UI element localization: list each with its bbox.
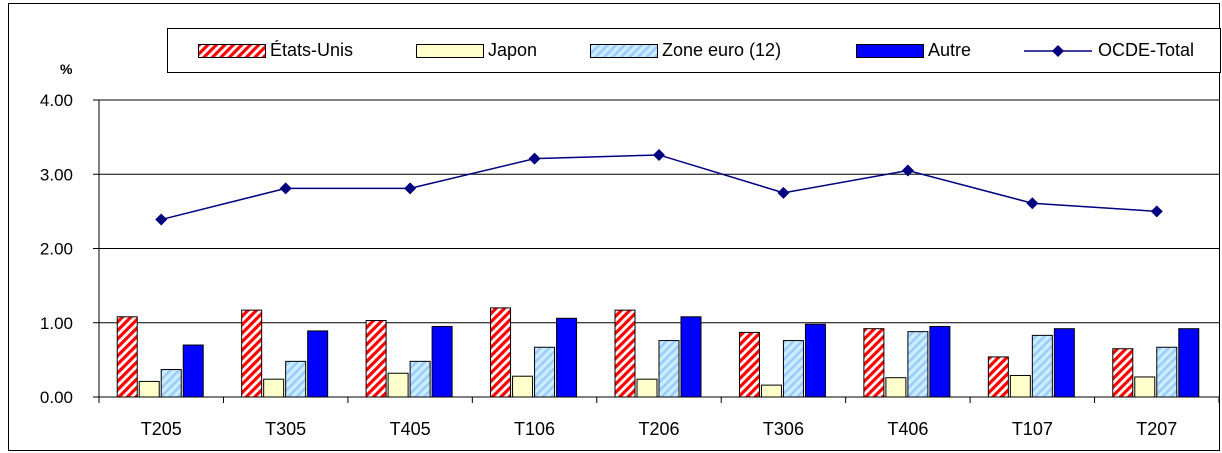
data-point-ocde-total <box>901 164 914 177</box>
legend-label: OCDE-Total <box>1098 40 1195 60</box>
y-tick-label: 4.00 <box>40 91 73 110</box>
bar-japon <box>760 384 782 398</box>
data-point-ocde-total <box>404 182 417 195</box>
legend-swatch-line <box>1024 44 1092 57</box>
bar-zone-euro-12- <box>1156 346 1178 398</box>
y-tick-label: 1.00 <box>40 314 73 333</box>
data-point-ocde-total <box>777 186 790 199</box>
bar-autre <box>929 325 951 398</box>
data-point-ocde-total <box>1150 205 1163 218</box>
legend-label: Autre <box>928 40 972 60</box>
legend-swatch <box>198 43 266 58</box>
legend-label: Japon <box>488 40 538 60</box>
bar-zone-euro-12- <box>782 340 804 398</box>
bar--tats-unis <box>1112 348 1134 398</box>
x-tick-label: T405 <box>390 419 431 439</box>
x-tick-label: T106 <box>514 419 555 439</box>
y-tick-label: 0.00 <box>40 388 73 407</box>
bar-zone-euro-12- <box>160 369 182 398</box>
bar-autre <box>1178 328 1200 398</box>
bar-autre <box>1053 328 1075 398</box>
legend-item: OCDE-Total <box>1022 29 1194 72</box>
x-tick-label: T207 <box>1136 419 1177 439</box>
bar--tats-unis <box>738 331 760 398</box>
legend-swatch <box>856 43 924 58</box>
x-tick-label: T305 <box>265 419 306 439</box>
data-point-ocde-total <box>528 152 541 165</box>
data-point-ocde-total <box>1026 197 1039 210</box>
bar-autre <box>307 330 329 398</box>
x-tick-label: T206 <box>638 419 679 439</box>
y-tick-label: 2.00 <box>40 240 73 259</box>
bar--tats-unis <box>614 309 636 398</box>
legend-label: Zone euro (12) <box>662 40 782 60</box>
legend: États-Unis Japon Zone euro (12) Autre OCDE-T… <box>167 28 1221 73</box>
x-tick-label: T205 <box>141 419 182 439</box>
legend-swatch <box>590 43 658 58</box>
bar-autre <box>556 317 578 398</box>
x-tick-label: T107 <box>1012 419 1053 439</box>
x-tick-label: T306 <box>763 419 804 439</box>
bar-zone-euro-12- <box>285 360 307 398</box>
bar-autre <box>804 323 826 398</box>
bar-zone-euro-12- <box>1031 334 1053 398</box>
x-tick-label: T406 <box>887 419 928 439</box>
legend-swatch <box>416 43 484 58</box>
y-tick-label: 3.00 <box>40 165 73 184</box>
bar-japon <box>1134 376 1156 398</box>
legend-item: Zone euro (12) <box>590 29 781 72</box>
bar--tats-unis <box>863 328 885 398</box>
bar-japon <box>636 378 658 398</box>
legend-label: États-Unis <box>270 40 354 60</box>
bar-japon <box>138 380 160 398</box>
bar--tats-unis <box>987 356 1009 398</box>
bar--tats-unis <box>241 309 263 398</box>
bar-zone-euro-12- <box>409 360 431 398</box>
bar-autre <box>680 316 702 398</box>
bar-zone-euro-12- <box>534 346 556 398</box>
data-point-ocde-total <box>155 213 168 226</box>
legend-item: Autre <box>856 29 971 72</box>
bar-japon <box>263 378 285 398</box>
series-line-ocde-total <box>161 154 1157 221</box>
data-point-ocde-total <box>279 182 292 195</box>
bar-autre <box>431 325 453 398</box>
y-axis-unit-label: % <box>60 61 73 77</box>
bar-zone-euro-12- <box>907 331 929 398</box>
bar-autre <box>182 344 204 398</box>
chart-frame: % 0.00 1.00 2.00 3.00 4.00 T205 T305 T405 T106 T2… <box>8 3 1221 451</box>
chart-plot: 0.00 1.00 2.00 3.00 4.00 T205 T305 T405 T106 T206… <box>40 91 1219 439</box>
bar-japon <box>387 372 409 398</box>
legend-item: États-Unis <box>198 29 353 72</box>
bar--tats-unis <box>365 320 387 398</box>
bar-japon <box>885 377 907 398</box>
bar-zone-euro-12- <box>658 340 680 398</box>
bar-japon <box>1009 374 1031 398</box>
bar-japon <box>512 375 534 398</box>
bar--tats-unis <box>490 307 512 398</box>
legend-item: Japon <box>416 29 537 72</box>
bar--tats-unis <box>116 316 138 398</box>
data-point-ocde-total <box>653 148 665 161</box>
